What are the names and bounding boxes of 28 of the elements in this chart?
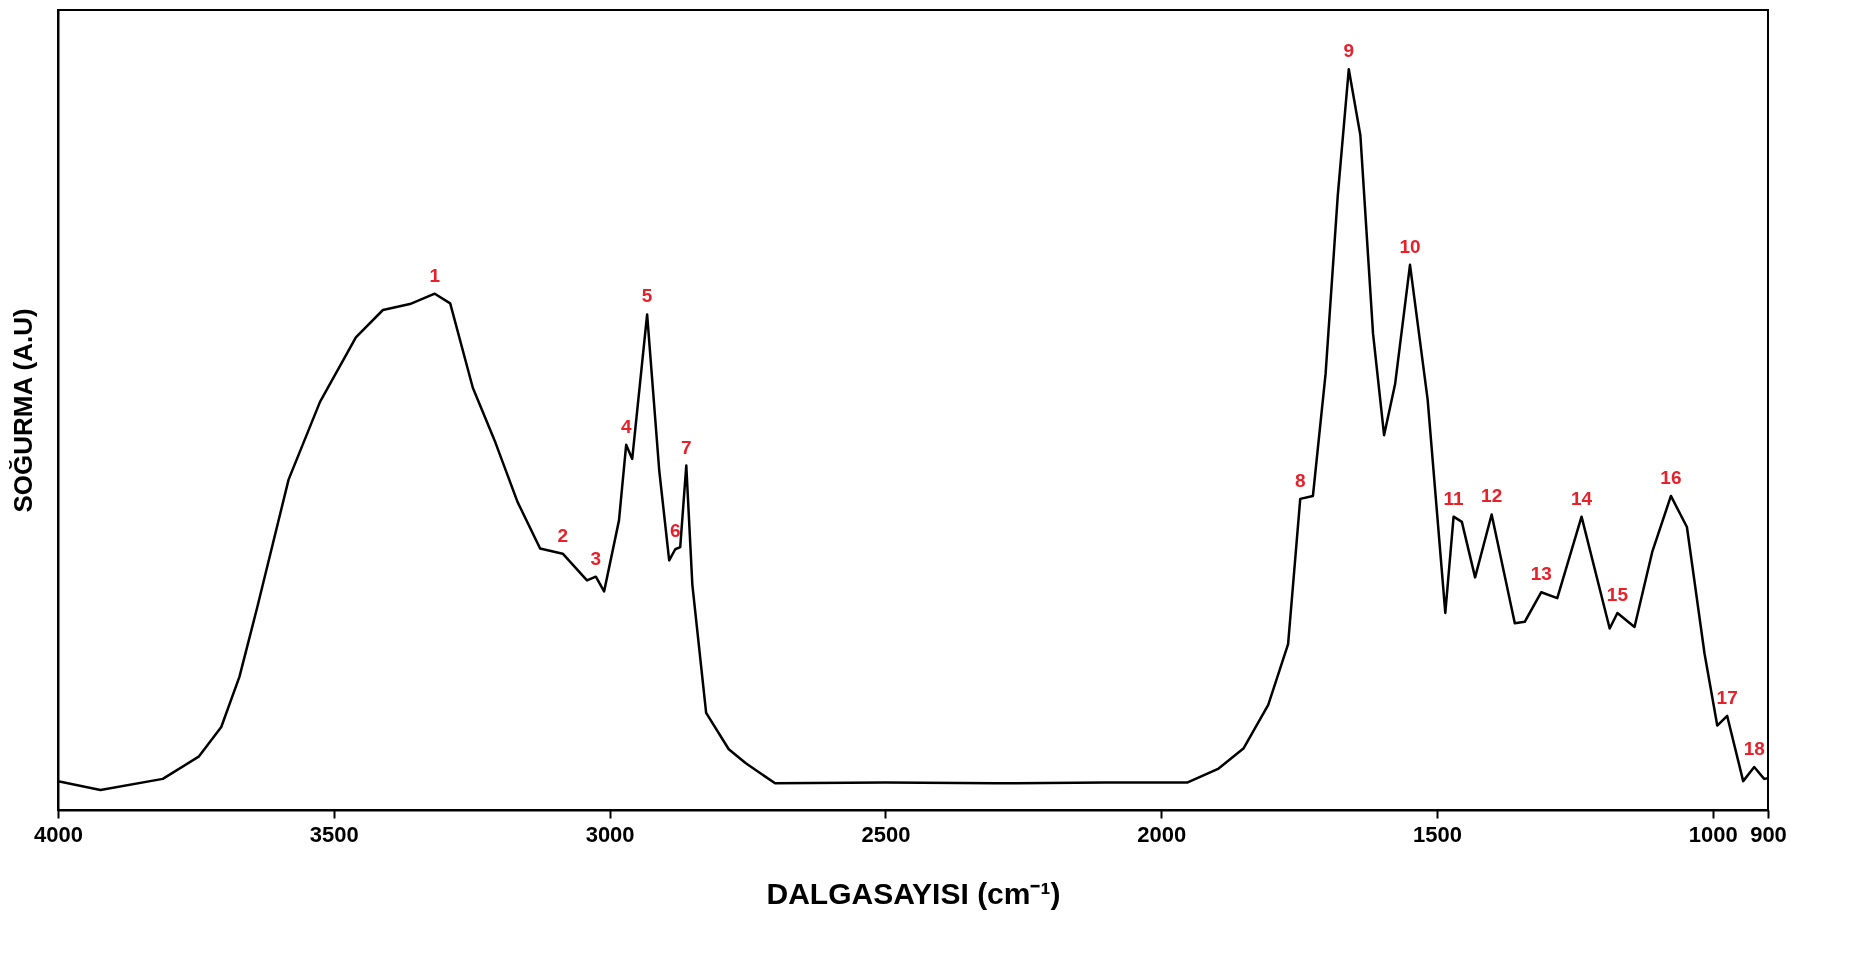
annotation: 17 — [1716, 686, 1738, 708]
annotation: 10 — [1399, 235, 1421, 257]
annotation: 2 — [557, 524, 569, 546]
annotation: 12 — [1481, 485, 1503, 507]
x-tick-label: 4000 — [34, 821, 83, 847]
x-axis-title: DALGASAYISI (cm⁻¹) — [766, 876, 1061, 910]
annotation: 9 — [1343, 40, 1355, 62]
annotation: 5 — [641, 285, 653, 307]
annotation: 14 — [1570, 487, 1593, 509]
x-tick-label: 1000 — [1688, 821, 1738, 847]
x-tick-label: 2500 — [861, 821, 911, 847]
annotation: 4 — [620, 415, 632, 437]
annotation: 11 — [1443, 487, 1465, 509]
annotation: 8 — [1294, 469, 1306, 491]
annotation: 13 — [1530, 563, 1552, 585]
x-tick-label: 3000 — [585, 821, 635, 847]
annotation: 1 — [429, 264, 441, 286]
x-tick-label: 1500 — [1413, 821, 1463, 847]
annotation: 6 — [669, 520, 681, 542]
annotation: 3 — [590, 547, 602, 569]
annotation: 15 — [1606, 583, 1629, 605]
annotation: 7 — [681, 436, 692, 458]
x-tick-label: 900 — [1750, 821, 1787, 847]
x-tick-label: 3500 — [309, 821, 359, 847]
annotation: 18 — [1743, 738, 1765, 760]
annotation: 16 — [1660, 466, 1682, 488]
y-axis-title: SOĞURMA (A.U) — [7, 308, 38, 513]
x-tick-label: 2000 — [1137, 821, 1187, 847]
